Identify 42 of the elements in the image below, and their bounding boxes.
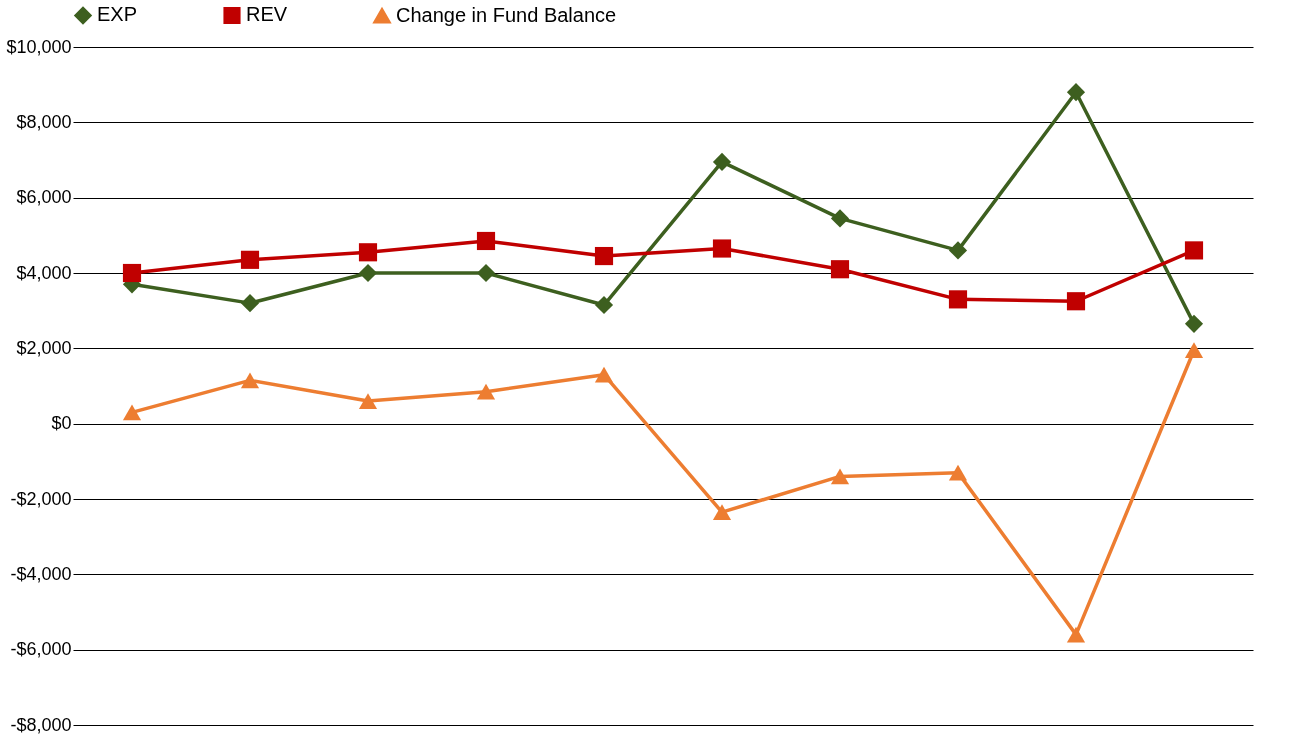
point	[358, 393, 378, 409]
point	[1184, 342, 1204, 359]
point	[358, 263, 378, 283]
point	[122, 263, 142, 283]
legend-label: EXP	[97, 3, 138, 26]
point	[948, 241, 968, 260]
point	[594, 295, 614, 315]
point	[830, 260, 850, 279]
y-tick-label: $2,000	[16, 337, 72, 358]
point	[122, 404, 142, 421]
point	[712, 152, 732, 171]
point	[948, 464, 968, 481]
y-tick-label: $6,000	[16, 187, 72, 208]
point	[476, 383, 496, 400]
point	[830, 468, 850, 485]
y-tick-label: $4,000	[16, 262, 72, 283]
point	[240, 250, 260, 269]
y-tick-label: $0	[51, 413, 72, 434]
point	[1066, 626, 1086, 643]
point	[1066, 83, 1086, 102]
point	[830, 209, 850, 228]
y-tick-label: -$8,000	[10, 714, 72, 735]
point	[476, 231, 496, 251]
point	[1184, 314, 1204, 333]
point	[1184, 241, 1204, 260]
y-tick-label: -$4,000	[10, 563, 72, 584]
point	[1066, 292, 1086, 311]
y-tick-label: $8,000	[16, 111, 72, 132]
point	[240, 294, 260, 313]
y-tick-label: $10,000	[6, 36, 72, 57]
legend-label: Change in Fund Balance	[396, 3, 617, 26]
point	[594, 366, 614, 383]
y-tick-label: -$2,000	[10, 488, 72, 509]
point	[712, 239, 732, 258]
point	[712, 504, 732, 521]
point	[594, 246, 614, 266]
y-tick-label: -$6,000	[10, 639, 72, 660]
point	[948, 290, 968, 309]
legend-label: REV	[246, 3, 288, 26]
point	[476, 263, 496, 283]
point	[240, 372, 260, 389]
point	[358, 243, 378, 262]
